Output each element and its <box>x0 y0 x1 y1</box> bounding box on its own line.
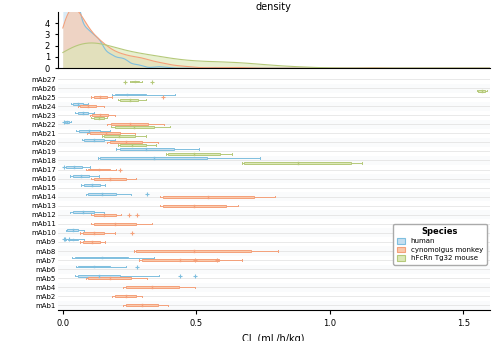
Bar <box>120 144 146 146</box>
Bar <box>58 219 490 228</box>
Bar <box>58 210 490 219</box>
Bar <box>58 156 490 165</box>
Bar <box>163 205 226 207</box>
Bar <box>92 114 108 116</box>
Bar <box>80 105 96 107</box>
Bar <box>58 183 490 192</box>
Bar <box>58 301 490 310</box>
Bar <box>73 211 94 213</box>
Bar <box>88 193 116 195</box>
Bar <box>58 273 490 283</box>
Bar <box>84 139 104 141</box>
Bar <box>478 90 484 91</box>
Bar <box>126 305 158 306</box>
Bar <box>58 201 490 210</box>
Bar <box>163 196 254 197</box>
X-axis label: CL (mL/h/kg): CL (mL/h/kg) <box>242 334 305 341</box>
Bar <box>168 153 220 155</box>
Bar <box>100 157 207 159</box>
Bar <box>65 121 68 123</box>
Bar <box>58 247 490 255</box>
Bar <box>115 295 136 297</box>
Bar <box>58 292 490 301</box>
Bar <box>94 178 126 179</box>
Bar <box>68 238 78 240</box>
Bar <box>94 223 136 225</box>
Bar <box>58 147 490 156</box>
Bar <box>58 120 490 129</box>
Bar <box>94 117 104 119</box>
Bar <box>58 192 490 201</box>
Bar <box>136 250 251 252</box>
Bar <box>244 162 351 164</box>
Bar <box>115 126 154 128</box>
Bar <box>66 166 82 168</box>
Bar <box>88 277 131 279</box>
Bar <box>58 102 490 111</box>
Bar <box>78 275 120 277</box>
Title: density: density <box>256 2 292 12</box>
Bar <box>73 175 89 177</box>
Bar <box>58 111 490 120</box>
Bar <box>94 214 116 216</box>
Bar <box>78 266 110 267</box>
Bar <box>126 286 179 288</box>
Bar <box>104 135 135 137</box>
Bar <box>58 237 490 247</box>
Bar <box>78 112 88 114</box>
Bar <box>90 132 120 134</box>
Bar <box>58 265 490 273</box>
Bar <box>58 93 490 102</box>
Bar <box>58 138 490 147</box>
Bar <box>75 257 128 258</box>
Bar <box>115 94 146 95</box>
Bar <box>58 174 490 183</box>
Bar <box>120 148 174 150</box>
Bar <box>84 184 100 186</box>
Bar <box>83 232 104 234</box>
Bar <box>58 129 490 138</box>
Bar <box>79 130 100 132</box>
Bar <box>58 283 490 292</box>
Bar <box>67 229 78 231</box>
Bar <box>94 96 107 98</box>
Bar <box>58 255 490 265</box>
Bar <box>58 165 490 174</box>
Bar <box>83 241 100 243</box>
Bar <box>58 228 490 237</box>
Bar <box>58 84 490 93</box>
Bar <box>120 99 138 101</box>
Bar <box>58 74 490 84</box>
Bar <box>131 81 139 83</box>
Legend: human, cynomolgus monkey, hFcRn Tg32 mouse: human, cynomolgus monkey, hFcRn Tg32 mou… <box>394 224 486 265</box>
Bar <box>88 169 110 170</box>
Bar <box>110 142 142 143</box>
Bar <box>73 103 83 105</box>
Bar <box>111 123 148 125</box>
Bar <box>142 259 219 261</box>
